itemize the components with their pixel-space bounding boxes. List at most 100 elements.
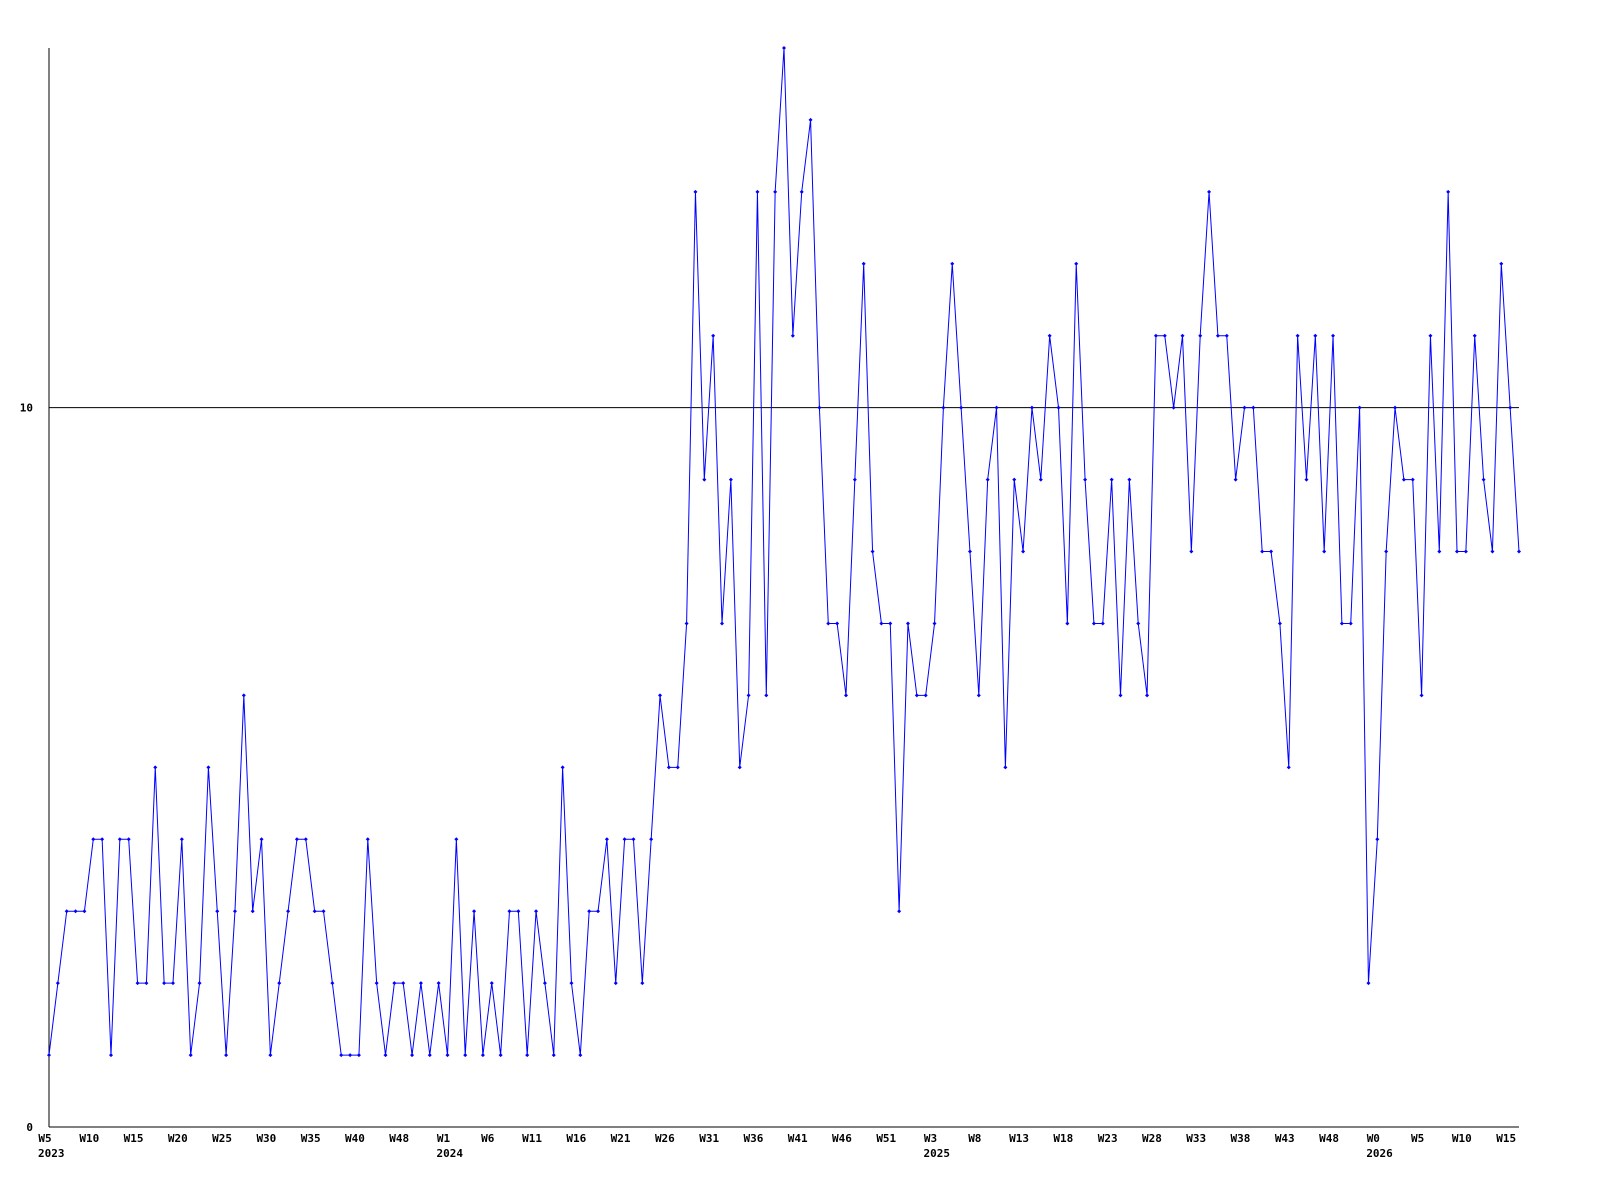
data-point bbox=[879, 621, 884, 626]
x-tick-label: W8 bbox=[968, 1132, 981, 1145]
data-point bbox=[1207, 189, 1212, 194]
data-point bbox=[489, 981, 494, 986]
data-point bbox=[454, 837, 459, 842]
x-tick-label: W0 bbox=[1367, 1132, 1380, 1145]
data-point bbox=[410, 1053, 415, 1058]
data-point bbox=[1198, 333, 1203, 338]
x-tick-label: W40 bbox=[345, 1132, 365, 1145]
data-point bbox=[675, 765, 680, 770]
data-point bbox=[374, 981, 379, 986]
data-point bbox=[596, 909, 601, 914]
data-point bbox=[188, 1053, 193, 1058]
data-point bbox=[294, 837, 299, 842]
data-point bbox=[1021, 549, 1026, 554]
x-year-label: 2025 bbox=[924, 1147, 951, 1160]
data-point bbox=[1393, 405, 1398, 410]
data-point bbox=[1180, 333, 1185, 338]
data-point bbox=[1260, 549, 1265, 554]
data-point bbox=[923, 693, 928, 698]
data-point bbox=[1419, 693, 1424, 698]
x-tick-label: W1 bbox=[437, 1132, 451, 1145]
data-point bbox=[808, 117, 813, 122]
data-point bbox=[711, 333, 716, 338]
data-point bbox=[1499, 261, 1504, 266]
data-point bbox=[162, 981, 167, 986]
data-point bbox=[286, 909, 291, 914]
data-point bbox=[1153, 333, 1158, 338]
data-point bbox=[108, 1053, 113, 1058]
data-point bbox=[383, 1053, 388, 1058]
data-point bbox=[1251, 405, 1256, 410]
x-tick-label: W46 bbox=[832, 1132, 852, 1145]
data-point bbox=[427, 1053, 432, 1058]
data-point bbox=[516, 909, 521, 914]
data-point bbox=[728, 477, 733, 482]
x-tick-label: W21 bbox=[611, 1132, 631, 1145]
data-point bbox=[47, 1053, 51, 1058]
x-tick-label: W26 bbox=[655, 1132, 675, 1145]
data-point bbox=[1162, 333, 1167, 338]
data-point bbox=[525, 1053, 530, 1058]
data-point bbox=[1366, 981, 1371, 986]
x-tick-label: W48 bbox=[1319, 1132, 1339, 1145]
x-tick-label: W20 bbox=[168, 1132, 188, 1145]
data-point bbox=[1127, 477, 1132, 482]
data-point bbox=[1357, 405, 1362, 410]
data-point bbox=[498, 1053, 503, 1058]
data-point bbox=[1348, 621, 1353, 626]
data-point bbox=[640, 981, 645, 986]
data-point bbox=[1056, 405, 1061, 410]
data-point bbox=[392, 981, 397, 986]
x-year-label: 2023 bbox=[38, 1147, 65, 1160]
data-point bbox=[1339, 621, 1344, 626]
x-tick-label: W18 bbox=[1053, 1132, 1073, 1145]
data-point bbox=[117, 837, 122, 842]
x-tick-label: W51 bbox=[876, 1132, 896, 1145]
x-tick-label: W3 bbox=[924, 1132, 937, 1145]
data-point bbox=[73, 909, 78, 914]
data-point bbox=[941, 405, 946, 410]
data-point bbox=[746, 693, 751, 698]
data-point bbox=[1463, 549, 1468, 554]
x-tick-label: W5 bbox=[1411, 1132, 1424, 1145]
data-point bbox=[1047, 333, 1052, 338]
x-tick-label: W5 bbox=[38, 1132, 51, 1145]
data-point bbox=[1304, 477, 1309, 482]
x-tick-label: W41 bbox=[788, 1132, 808, 1145]
data-point bbox=[604, 837, 609, 842]
x-tick-label: W10 bbox=[1452, 1132, 1472, 1145]
data-point bbox=[1242, 405, 1247, 410]
data-point bbox=[241, 693, 246, 698]
data-point bbox=[215, 909, 220, 914]
data-point bbox=[463, 1053, 468, 1058]
x-tick-label: W6 bbox=[481, 1132, 495, 1145]
data-point bbox=[764, 693, 769, 698]
data-point bbox=[782, 46, 786, 50]
data-point bbox=[1215, 333, 1220, 338]
data-point bbox=[55, 981, 60, 986]
data-point bbox=[1171, 405, 1176, 410]
data-point bbox=[1029, 405, 1034, 410]
data-point bbox=[569, 981, 574, 986]
x-tick-label: W30 bbox=[256, 1132, 276, 1145]
data-point bbox=[1003, 765, 1008, 770]
data-point bbox=[312, 909, 317, 914]
data-point bbox=[950, 261, 955, 266]
data-point bbox=[861, 261, 866, 266]
x-tick-label: W48 bbox=[389, 1132, 409, 1145]
data-point bbox=[82, 909, 87, 914]
x-year-label: 2026 bbox=[1366, 1147, 1393, 1160]
data-point bbox=[100, 837, 105, 842]
data-point bbox=[1295, 333, 1300, 338]
data-point bbox=[1375, 837, 1380, 842]
data-point bbox=[1331, 333, 1336, 338]
data-point bbox=[1446, 189, 1451, 194]
data-point bbox=[1091, 621, 1096, 626]
data-point bbox=[985, 477, 990, 482]
data-point bbox=[1313, 333, 1318, 338]
data-point bbox=[843, 693, 848, 698]
data-point bbox=[153, 765, 158, 770]
data-point bbox=[1286, 765, 1291, 770]
data-point bbox=[1455, 549, 1460, 554]
